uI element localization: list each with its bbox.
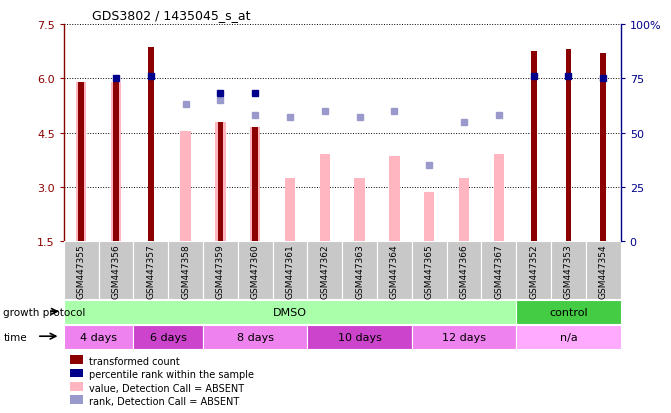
- Text: GSM447357: GSM447357: [146, 243, 155, 298]
- Text: GSM447356: GSM447356: [111, 243, 121, 298]
- Bar: [99, 242, 134, 299]
- Bar: [238, 242, 272, 299]
- Text: GSM447363: GSM447363: [355, 243, 364, 298]
- Bar: [252, 128, 258, 242]
- Text: DMSO: DMSO: [273, 307, 307, 317]
- Bar: [217, 122, 223, 242]
- Bar: [180, 131, 191, 242]
- Bar: [319, 155, 330, 242]
- Text: GSM447358: GSM447358: [181, 243, 190, 298]
- Text: GSM447367: GSM447367: [495, 243, 503, 298]
- Text: rank, Detection Call = ABSENT: rank, Detection Call = ABSENT: [89, 396, 240, 406]
- Bar: [494, 155, 504, 242]
- Bar: [203, 325, 307, 349]
- Text: 4 days: 4 days: [80, 332, 117, 342]
- Text: GDS3802 / 1435045_s_at: GDS3802 / 1435045_s_at: [91, 9, 250, 22]
- Bar: [412, 325, 516, 349]
- Bar: [168, 242, 203, 299]
- Text: GSM447361: GSM447361: [285, 243, 295, 298]
- Text: GSM447352: GSM447352: [529, 243, 538, 298]
- Text: 6 days: 6 days: [150, 332, 187, 342]
- Bar: [482, 242, 516, 299]
- Bar: [134, 242, 168, 299]
- Text: growth protocol: growth protocol: [3, 307, 86, 317]
- Bar: [389, 157, 400, 242]
- Bar: [516, 300, 621, 324]
- Bar: [307, 325, 412, 349]
- Bar: [76, 83, 87, 242]
- Text: GSM447359: GSM447359: [216, 243, 225, 298]
- Bar: [148, 48, 154, 242]
- Text: GSM447353: GSM447353: [564, 243, 573, 298]
- Text: percentile rank within the sample: percentile rank within the sample: [89, 369, 254, 380]
- Text: n/a: n/a: [560, 332, 577, 342]
- Bar: [64, 242, 99, 299]
- Text: GSM447365: GSM447365: [425, 243, 433, 298]
- Text: 10 days: 10 days: [338, 332, 382, 342]
- Bar: [203, 242, 238, 299]
- Bar: [134, 325, 203, 349]
- Text: GSM447362: GSM447362: [320, 243, 329, 298]
- Bar: [307, 242, 342, 299]
- Bar: [551, 242, 586, 299]
- Bar: [79, 83, 84, 242]
- Bar: [459, 178, 469, 242]
- Text: GSM447354: GSM447354: [599, 243, 608, 298]
- Bar: [447, 242, 482, 299]
- Bar: [586, 242, 621, 299]
- Bar: [566, 50, 571, 242]
- Bar: [424, 193, 434, 242]
- Bar: [250, 128, 260, 242]
- Text: transformed count: transformed count: [89, 356, 180, 366]
- Bar: [285, 178, 295, 242]
- Text: GSM447366: GSM447366: [460, 243, 468, 298]
- Text: GSM447355: GSM447355: [76, 243, 86, 298]
- Bar: [531, 52, 537, 242]
- Bar: [113, 83, 119, 242]
- Bar: [342, 242, 377, 299]
- Bar: [64, 300, 516, 324]
- Text: value, Detection Call = ABSENT: value, Detection Call = ABSENT: [89, 382, 244, 393]
- Bar: [272, 242, 307, 299]
- Text: GSM447364: GSM447364: [390, 243, 399, 298]
- Bar: [377, 242, 412, 299]
- Bar: [412, 242, 447, 299]
- Bar: [111, 83, 121, 242]
- Text: GSM447360: GSM447360: [251, 243, 260, 298]
- Text: time: time: [3, 332, 27, 342]
- Bar: [516, 325, 621, 349]
- Bar: [601, 54, 606, 242]
- Bar: [215, 122, 225, 242]
- Text: 8 days: 8 days: [237, 332, 274, 342]
- Bar: [516, 242, 551, 299]
- Text: control: control: [549, 307, 588, 317]
- Bar: [354, 178, 365, 242]
- Text: 12 days: 12 days: [442, 332, 486, 342]
- Bar: [64, 325, 134, 349]
